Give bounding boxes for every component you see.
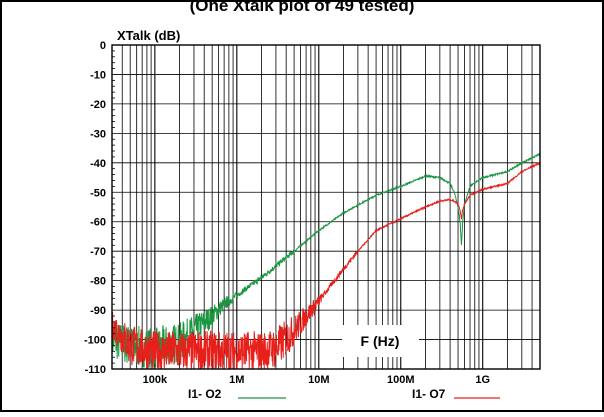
plot-border (111, 44, 541, 370)
legend-label: I1- O7 (412, 387, 446, 401)
x-tick-label: 100k (143, 374, 168, 386)
y-tick-label: -60 (90, 217, 106, 229)
y-tick-label: -90 (90, 305, 106, 317)
x-tick-label: 1M (229, 374, 244, 386)
series-lines (112, 152, 540, 369)
legend: I1- O2 I1- O7 (188, 387, 500, 401)
x-axis-label-box: F (Hz) (342, 325, 419, 357)
x-tick-label: 100M (387, 374, 415, 386)
series-line-2 (112, 161, 540, 369)
y-tick-label: 0 (100, 40, 106, 52)
y-axis-label: XTalk (dB) (117, 28, 180, 43)
y-tick-label: -30 (90, 128, 106, 140)
x-axis-label: F (Hz) (361, 333, 400, 349)
y-tick-label: -20 (90, 99, 106, 111)
y-tick-label: -80 (90, 276, 106, 288)
series-line-1 (112, 152, 540, 369)
x-tick-label: 1G (475, 374, 490, 386)
y-tick-label: -100 (84, 335, 106, 347)
y-tick-label: -50 (90, 187, 106, 199)
ticks: 0 -10 -20 -30 -40 -50 -60 -70 -80 -90 -100 -110 100k… (84, 40, 490, 386)
y-tick-label: -70 (90, 246, 106, 258)
chart-title: (One Xtalk plot of 49 tested) (190, 0, 415, 15)
x-tick-label: 10M (308, 374, 329, 386)
y-tick-label: -110 (85, 364, 106, 376)
y-tick-label: -40 (90, 158, 106, 170)
y-tick-label: -10 (90, 69, 106, 81)
legend-label: I1- O2 (188, 387, 222, 401)
